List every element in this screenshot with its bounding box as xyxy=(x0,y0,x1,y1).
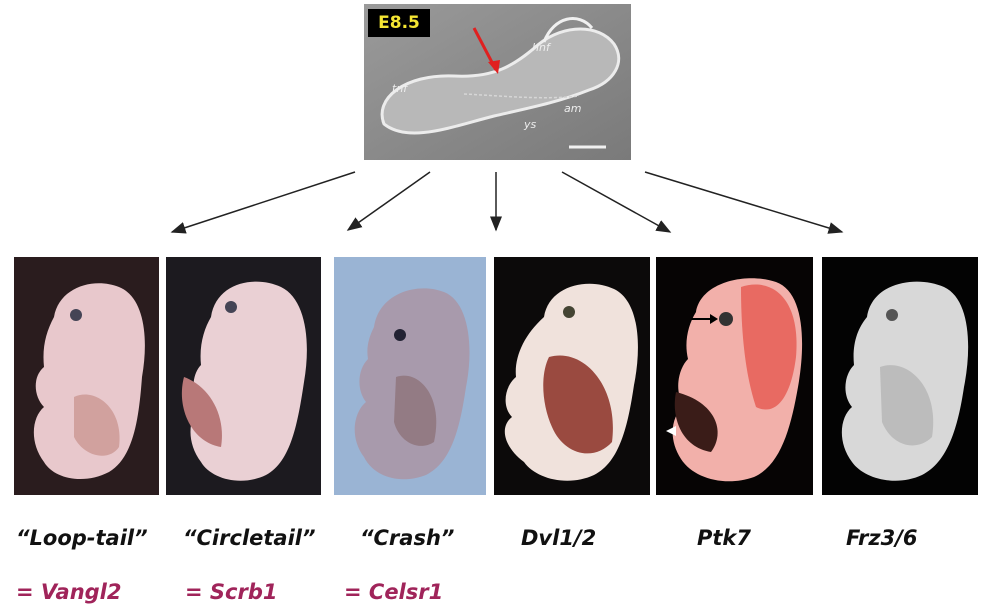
annotation-hnf: hnf xyxy=(532,41,550,54)
label-crash: “Crash” xyxy=(360,526,455,550)
gene-scrb1: = Scrb1 xyxy=(185,580,278,604)
gene-celsr1: = Celsr1 xyxy=(344,580,444,604)
stage-label: E8.5 xyxy=(368,9,430,37)
label-loop-tail: “Loop-tail” xyxy=(16,526,148,550)
embryo-photo-crash xyxy=(334,257,486,495)
embryo-photo-frz xyxy=(822,257,978,495)
label-frz: Frz3/6 xyxy=(846,526,918,550)
lineage-arrows xyxy=(170,171,844,234)
annotation-tnf: tnf xyxy=(392,82,408,95)
embryo-photo-ptk7 xyxy=(656,257,813,495)
label-ptk7: Ptk7 xyxy=(697,526,752,550)
annotation-am: am xyxy=(564,102,582,115)
arrow-to-circletail xyxy=(346,171,431,231)
arrow-to-loop-tail xyxy=(170,171,356,234)
arrow-to-frz xyxy=(644,171,844,234)
arrow-to-dvl xyxy=(561,171,672,233)
gene-vangl2: = Vangl2 xyxy=(16,580,122,604)
label-circletail: “Circletail” xyxy=(183,526,316,550)
embryo-photo-dvl xyxy=(494,257,650,495)
annotation-ys: ys xyxy=(524,118,537,131)
label-dvl: Dvl1/2 xyxy=(521,526,597,550)
embryo-photo-circletail xyxy=(166,257,321,495)
embryo-photo-loop-tail xyxy=(14,257,159,495)
